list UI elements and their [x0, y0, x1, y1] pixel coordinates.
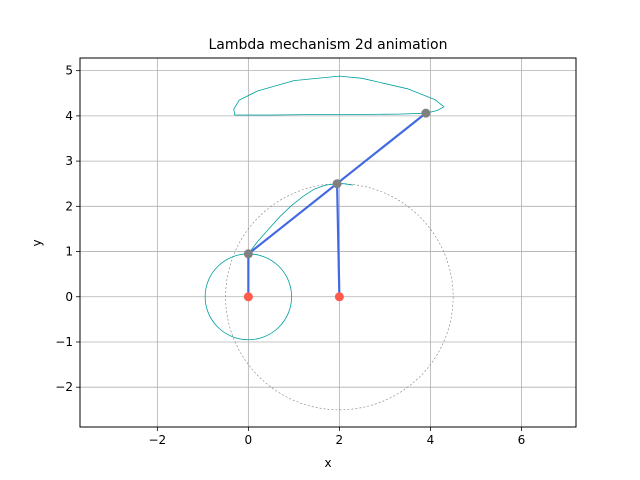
y-tick-label: 5 — [65, 64, 73, 78]
chart-title: Lambda mechanism 2d animation — [209, 37, 448, 53]
y-axis-label: y — [30, 239, 44, 246]
x-tick-label: 0 — [245, 433, 253, 447]
fixed-joint — [243, 292, 253, 302]
y-tick-label: 3 — [65, 154, 73, 168]
y-tick-label: 1 — [65, 245, 73, 259]
x-tick-label: −2 — [149, 433, 167, 447]
axis-ticks: −2 0 2 4 6 −2 −1 0 1 2 3 4 5 — [55, 64, 525, 447]
plot-area — [204, 75, 454, 411]
y-tick-label: −1 — [55, 335, 73, 349]
x-axis-label: x — [324, 456, 331, 470]
y-tick-label: 4 — [65, 109, 73, 123]
moving-joint — [243, 249, 253, 259]
y-tick-label: 2 — [65, 199, 73, 213]
moving-joint — [421, 108, 431, 118]
y-tick-label: 0 — [65, 290, 73, 304]
x-tick-label: 2 — [336, 433, 344, 447]
fixed-joint — [334, 292, 344, 302]
moving-joint — [332, 179, 342, 189]
x-tick-label: 6 — [518, 433, 526, 447]
mechanism-link — [336, 182, 341, 298]
axes-frame — [79, 57, 577, 428]
x-tick-label: 4 — [427, 433, 435, 447]
tracer-path — [233, 75, 445, 116]
y-tick-label: −2 — [55, 380, 73, 394]
